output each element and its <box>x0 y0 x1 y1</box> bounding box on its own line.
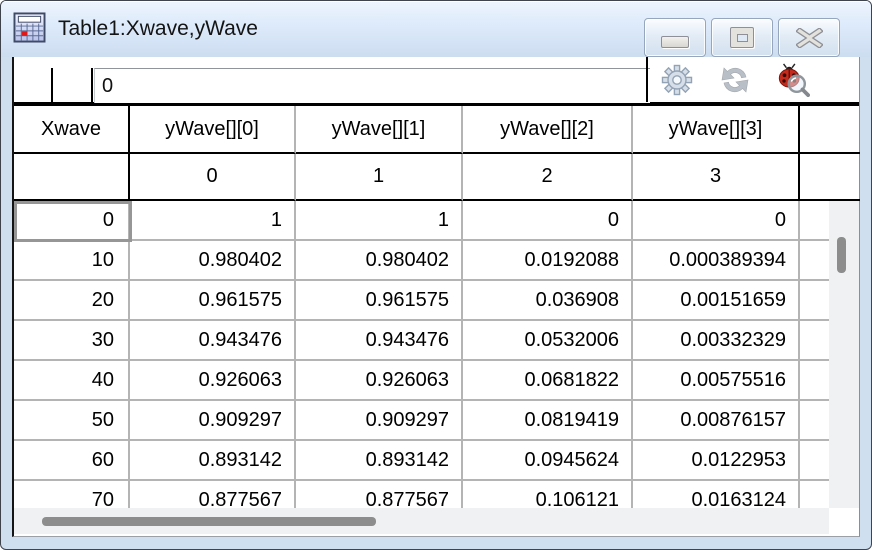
scrollbar-corner <box>829 508 859 534</box>
table-cell[interactable]: 70 <box>14 481 130 508</box>
table-content: XwaveyWave[][0]yWave[][1]yWave[][2]yWave… <box>12 57 860 537</box>
horizontal-scrollbar-thumb[interactable] <box>42 517 376 526</box>
table-cell[interactable]: 0.893142 <box>296 441 463 481</box>
table-cell[interactable]: 0.909297 <box>296 401 463 441</box>
table-cell[interactable]: 0.106121 <box>463 481 633 508</box>
titlebar[interactable]: Table1:Xwave,yWave <box>1 1 871 57</box>
table-cell[interactable]: 0.909297 <box>130 401 296 441</box>
table-grid: 0 1 1 0 0 10 0.980402 0.980402 0.0192088 0.000389… <box>14 201 830 508</box>
table-cell[interactable]: 0.036908 <box>463 281 633 321</box>
table-cell[interactable]: 20 <box>14 281 130 321</box>
restore-icon <box>730 27 754 48</box>
table-cell[interactable]: 0.980402 <box>130 241 296 281</box>
column-header[interactable]: yWave[][2] <box>463 106 633 154</box>
table-cell[interactable]: 0.000389394 <box>633 241 800 281</box>
table-cell[interactable] <box>800 361 830 401</box>
column-index[interactable]: 3 <box>633 154 800 201</box>
close-icon <box>795 27 823 48</box>
table-cell[interactable]: 0.00876157 <box>633 401 800 441</box>
column-header[interactable]: yWave[][3] <box>633 106 800 154</box>
table-cell[interactable]: 0.893142 <box>130 441 296 481</box>
table-cell[interactable]: 0.980402 <box>296 241 463 281</box>
table-cell[interactable]: 0.877567 <box>130 481 296 508</box>
table-cell[interactable]: 30 <box>14 321 130 361</box>
vertical-scrollbar[interactable] <box>829 201 859 508</box>
table-cell[interactable] <box>800 321 830 361</box>
refresh-icon[interactable] <box>718 63 752 97</box>
table-cell[interactable]: 40 <box>14 361 130 401</box>
entry-bar <box>14 57 859 104</box>
cell-entry-field[interactable] <box>94 68 650 103</box>
horizontal-scrollbar[interactable] <box>14 508 830 534</box>
table-cell[interactable]: 10 <box>14 241 130 281</box>
column-index[interactable]: 2 <box>463 154 633 201</box>
table-cell[interactable] <box>800 201 830 241</box>
minimize-icon <box>661 36 689 48</box>
window-controls <box>644 18 840 57</box>
column-index[interactable]: 1 <box>296 154 463 201</box>
header-filler <box>830 154 860 201</box>
table-cell[interactable]: 0.926063 <box>130 361 296 401</box>
table-cell[interactable]: 60 <box>14 441 130 481</box>
table-cell[interactable]: 0 <box>14 201 130 241</box>
table-cell[interactable]: 0 <box>633 201 800 241</box>
vertical-scrollbar-thumb[interactable] <box>837 237 847 273</box>
table-cell[interactable] <box>800 441 830 481</box>
table-cell[interactable] <box>800 241 830 281</box>
table-cell[interactable]: 0.926063 <box>296 361 463 401</box>
table-cell[interactable]: 0.0681822 <box>463 361 633 401</box>
table-body: 0 1 1 0 0 10 0.980402 0.980402 0.0192088 0.000389… <box>14 201 859 508</box>
data-viewport: 0 1 1 0 0 10 0.980402 0.980402 0.0192088 0.000389… <box>14 201 830 508</box>
table-cell[interactable]: 0.0192088 <box>463 241 633 281</box>
table-cell[interactable]: 1 <box>296 201 463 241</box>
table-cell[interactable]: 0.0163124 <box>633 481 800 508</box>
table-cell[interactable] <box>800 401 830 441</box>
column-header[interactable]: Xwave <box>14 106 130 154</box>
restore-button[interactable] <box>711 18 773 57</box>
column-index[interactable]: 0 <box>130 154 296 201</box>
table-cell[interactable]: 0.00332329 <box>633 321 800 361</box>
table-cell[interactable]: 0.961575 <box>130 281 296 321</box>
table-cell[interactable]: 0.943476 <box>130 321 296 361</box>
horizontal-scrollbar-band <box>14 508 859 534</box>
table-cell[interactable]: 1 <box>130 201 296 241</box>
table-cell[interactable]: 0.0122953 <box>633 441 800 481</box>
table-cell[interactable]: 50 <box>14 401 130 441</box>
table-cell[interactable]: 0.0532006 <box>463 321 633 361</box>
column-index[interactable] <box>14 154 130 201</box>
table-icon <box>13 12 46 43</box>
table-cell[interactable]: 0.0945624 <box>463 441 633 481</box>
table-cell[interactable]: 0.0819419 <box>463 401 633 441</box>
entry-bar-divider <box>91 68 93 102</box>
table-cell[interactable]: 0.877567 <box>296 481 463 508</box>
column-index[interactable] <box>800 154 830 201</box>
window-title: Table1:Xwave,yWave <box>58 17 258 40</box>
close-button[interactable] <box>778 18 840 57</box>
gear-icon[interactable] <box>660 63 694 97</box>
column-header[interactable]: yWave[][0] <box>130 106 296 154</box>
table-cell[interactable]: 0.943476 <box>296 321 463 361</box>
header-row: Xwave yWave[][0] yWave[][1] yWave[][2] yWave… <box>14 104 860 154</box>
debugger-search-icon[interactable] <box>776 63 810 97</box>
minimize-button[interactable] <box>644 18 706 57</box>
header-filler <box>830 106 860 154</box>
table-cell[interactable]: 0.00151659 <box>633 281 800 321</box>
entry-bar-divider <box>646 57 648 102</box>
table-cell[interactable] <box>800 281 830 321</box>
entry-bar-divider <box>51 68 53 102</box>
table-cell[interactable]: 0.00575516 <box>633 361 800 401</box>
column-header[interactable] <box>800 106 830 154</box>
column-header[interactable]: yWave[][1] <box>296 106 463 154</box>
table-cell[interactable]: 0 <box>463 201 633 241</box>
table-cell[interactable] <box>800 481 829 508</box>
table-cell[interactable]: 0.961575 <box>296 281 463 321</box>
